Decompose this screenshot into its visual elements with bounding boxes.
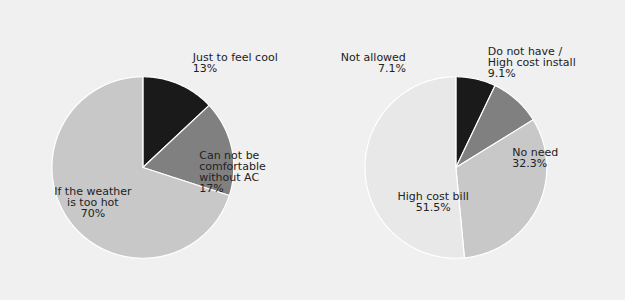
svg-text:Can not becomfortablewithout A: Can not becomfortablewithout AC17% bbox=[199, 149, 266, 195]
svg-text:Not allowed7.1%: Not allowed7.1% bbox=[341, 51, 406, 75]
svg-text:No need32.3%: No need32.3% bbox=[512, 146, 558, 170]
svg-text:Just to feel cool13%: Just to feel cool13% bbox=[192, 51, 278, 75]
svg-text:High cost bill51.5%: High cost bill51.5% bbox=[398, 190, 469, 214]
svg-text:Do not have /High cost install: Do not have /High cost install9.1% bbox=[488, 45, 576, 80]
svg-text:If the weatheris too hot70%: If the weatheris too hot70% bbox=[54, 185, 132, 220]
